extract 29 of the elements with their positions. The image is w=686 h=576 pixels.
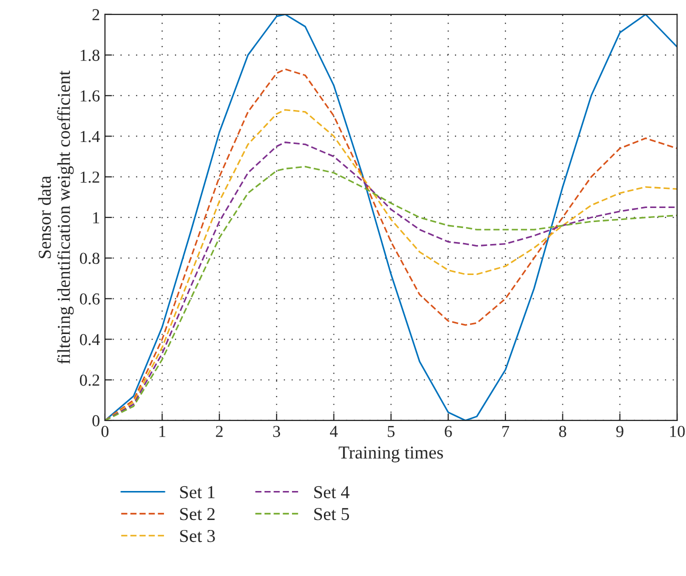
legend-label: Set 5	[314, 508, 350, 520]
y-axis-title: Sensor data filtering identification weight coefficient	[38, 70, 74, 364]
legend-label: Set 3	[180, 530, 215, 542]
legend-label: Set 1	[180, 486, 215, 498]
x-tick-label: 9	[616, 426, 624, 438]
y-tick-label: 1.6	[80, 90, 100, 102]
x-tick-label: 0	[101, 426, 108, 438]
y-tick-label: 1.8	[80, 50, 100, 62]
x-tick-label: 4	[330, 426, 338, 437]
x-tick-label: 6	[444, 426, 452, 438]
x-tick-label: 3	[273, 426, 280, 438]
y-tick-label: 0.8	[80, 252, 100, 264]
x-tick-label: 1	[159, 426, 166, 437]
legend-label: Set 4	[314, 486, 350, 498]
x-tick-label: 10	[670, 426, 685, 438]
y-tick-label: 1.4	[80, 131, 100, 142]
y-tick-label: 0.2	[80, 374, 100, 386]
y-tick-label: 1.2	[80, 172, 100, 183]
x-axis-title: Training times	[338, 446, 443, 462]
y-tick-label: 2	[92, 9, 100, 20]
x-tick-label: 7	[502, 426, 510, 437]
legend-label: Set 2	[180, 508, 215, 520]
y-tick-label: 0.4	[80, 334, 100, 346]
y-tick-label: 0	[92, 415, 100, 426]
y-tick-label: 1	[93, 212, 100, 224]
x-tick-label: 8	[559, 426, 566, 438]
x-tick-label: 2	[216, 426, 223, 437]
y-tick-label: 0.6	[80, 293, 100, 305]
x-tick-label: 5	[388, 426, 395, 438]
